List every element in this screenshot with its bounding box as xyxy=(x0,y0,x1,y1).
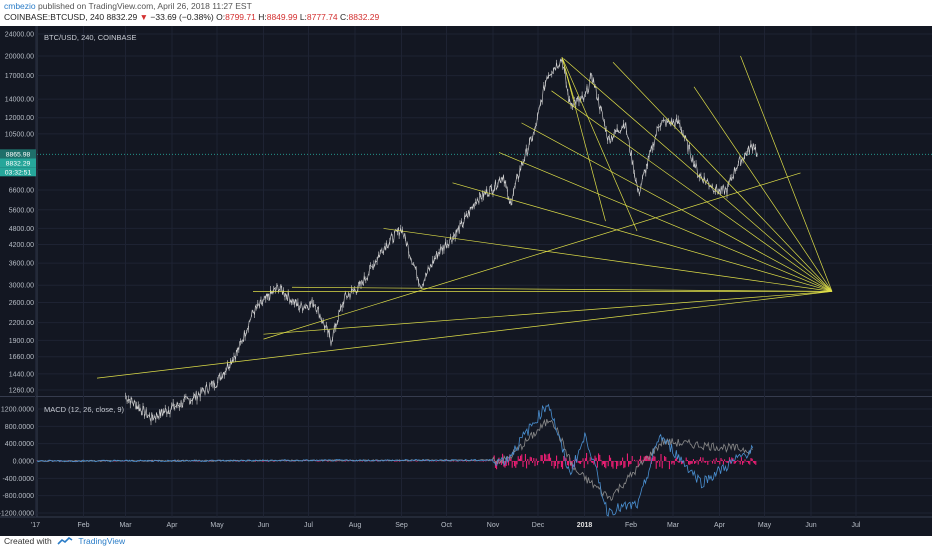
close-label: C: xyxy=(340,12,349,22)
fan-line xyxy=(452,182,833,292)
fan-line xyxy=(561,57,638,232)
price-tick-label: 5600.00 xyxy=(9,207,34,214)
time-tick-label: Jul xyxy=(304,522,313,529)
price-tick-label: 4200.00 xyxy=(9,242,34,249)
price-tick-label: 6600.00 xyxy=(9,187,34,194)
time-tick-label: Dec xyxy=(532,522,545,529)
created-with-text: Created with xyxy=(4,536,52,546)
time-tick-label: May xyxy=(758,522,772,529)
fan-line xyxy=(383,228,833,292)
trendline-fan xyxy=(96,55,833,379)
macd-tick-label: 0.0000 xyxy=(13,459,35,466)
macd-line xyxy=(36,403,754,517)
price-badge-label: 03:32:51 xyxy=(5,169,32,176)
price-badge-label: 8832.29 xyxy=(6,160,31,167)
support-line xyxy=(263,172,801,340)
price-tick-label: 20000.00 xyxy=(5,54,34,61)
price-change: −33.69 (−0.38%) xyxy=(150,12,214,22)
tradingview-link[interactable]: TradingView xyxy=(78,536,126,546)
time-tick-label: Apr xyxy=(167,522,179,529)
time-tick-label: '17 xyxy=(31,522,40,529)
fan-line xyxy=(561,57,575,100)
price-tick-label: 1660.00 xyxy=(9,354,34,361)
price-tick-label: 3600.00 xyxy=(9,261,34,268)
time-tick-label: Mar xyxy=(119,522,132,529)
price-tick-label: 2600.00 xyxy=(9,300,34,307)
fan-line xyxy=(291,286,833,292)
last-price: 8832.29 xyxy=(106,12,138,22)
fan-line xyxy=(561,57,606,222)
symbol-label: COINBASE:BTCUSD, 240 xyxy=(4,12,105,22)
support-line xyxy=(96,291,833,379)
price-tick-label: 4800.00 xyxy=(9,226,34,233)
fan-line xyxy=(521,122,833,292)
price-tick-label: 1260.00 xyxy=(9,388,34,395)
chart-background xyxy=(0,26,932,536)
fan-line xyxy=(263,291,833,335)
time-tick-label: 2018 xyxy=(577,522,593,529)
price-tick-label: 1900.00 xyxy=(9,338,34,345)
time-tick-label: Feb xyxy=(625,522,637,529)
chart-title: BTC/USD, 240, COINBASE xyxy=(44,33,137,42)
price-tick-label: 12000.00 xyxy=(5,115,34,122)
low-value: 8777.74 xyxy=(306,12,338,22)
macd-tick-label: -1200.0000 xyxy=(0,511,34,518)
down-arrow-icon: ▼ xyxy=(139,12,149,22)
fan-line xyxy=(563,58,833,292)
high-value: 8849.99 xyxy=(266,12,298,22)
fan-line xyxy=(612,61,833,292)
time-tick-label: Nov xyxy=(487,522,500,529)
price-tick-label: 2200.00 xyxy=(9,320,34,327)
close-value: 8832.29 xyxy=(348,12,380,22)
fan-line xyxy=(740,55,833,292)
fan-line xyxy=(551,90,833,292)
time-tick-label: Jun xyxy=(258,522,269,529)
time-tick-label: Apr xyxy=(714,522,726,529)
price-tick-label: 10500.00 xyxy=(5,131,34,138)
time-tick-label: Mar xyxy=(667,522,680,529)
price-badge xyxy=(0,158,36,168)
time-tick-label: Oct xyxy=(441,522,452,529)
ohlc-bar: COINBASE:BTCUSD, 240 8832.29 ▼ −33.69 (−… xyxy=(4,12,379,22)
macd-tick-label: -800.0000 xyxy=(2,493,34,500)
price-tick-label: 3000.00 xyxy=(9,283,34,290)
price-tick-label: 1440.00 xyxy=(9,371,34,378)
fan-line xyxy=(693,86,833,292)
low-label: L: xyxy=(299,12,307,22)
macd-tick-label: 800.0000 xyxy=(5,424,34,431)
price-badge xyxy=(0,149,36,159)
publish-text: published on TradingView.com, April 26, … xyxy=(38,1,252,11)
footer: Created with TradingView xyxy=(4,536,125,546)
time-tick-label: Sep xyxy=(395,522,408,529)
open-label: O: xyxy=(216,12,226,22)
price-badge xyxy=(0,167,36,177)
tradingview-logo-icon xyxy=(57,537,73,545)
time-tick-label: Jul xyxy=(852,522,861,529)
price-tick-label: 14000.00 xyxy=(5,97,34,104)
macd-title: MACD (12, 26, close, 9) xyxy=(44,405,125,414)
macd-tick-label: 400.0000 xyxy=(5,441,34,448)
time-tick-label: Jun xyxy=(805,522,816,529)
time-tick-label: Feb xyxy=(77,522,89,529)
price-badge-label: 8865.98 xyxy=(6,151,31,158)
fan-line xyxy=(498,152,833,292)
author-link[interactable]: cmbezio xyxy=(4,1,36,11)
publish-info: cmbezio published on TradingView.com, Ap… xyxy=(4,1,252,11)
time-tick-label: May xyxy=(210,522,224,529)
macd-tick-label: -400.0000 xyxy=(2,476,34,483)
chart-canvas[interactable]: 24000.00 20000.00 17000.00 14000.00 12000.00… xyxy=(0,26,932,536)
high-label: H: xyxy=(258,12,267,22)
time-tick-label: Aug xyxy=(349,522,362,529)
macd-tick-label: 1200.0000 xyxy=(1,407,34,414)
open-value: 8799.71 xyxy=(225,12,256,22)
price-tick-label: 17000.00 xyxy=(5,73,34,80)
price-tick-label: 24000.00 xyxy=(5,32,34,39)
price-line xyxy=(125,58,758,422)
